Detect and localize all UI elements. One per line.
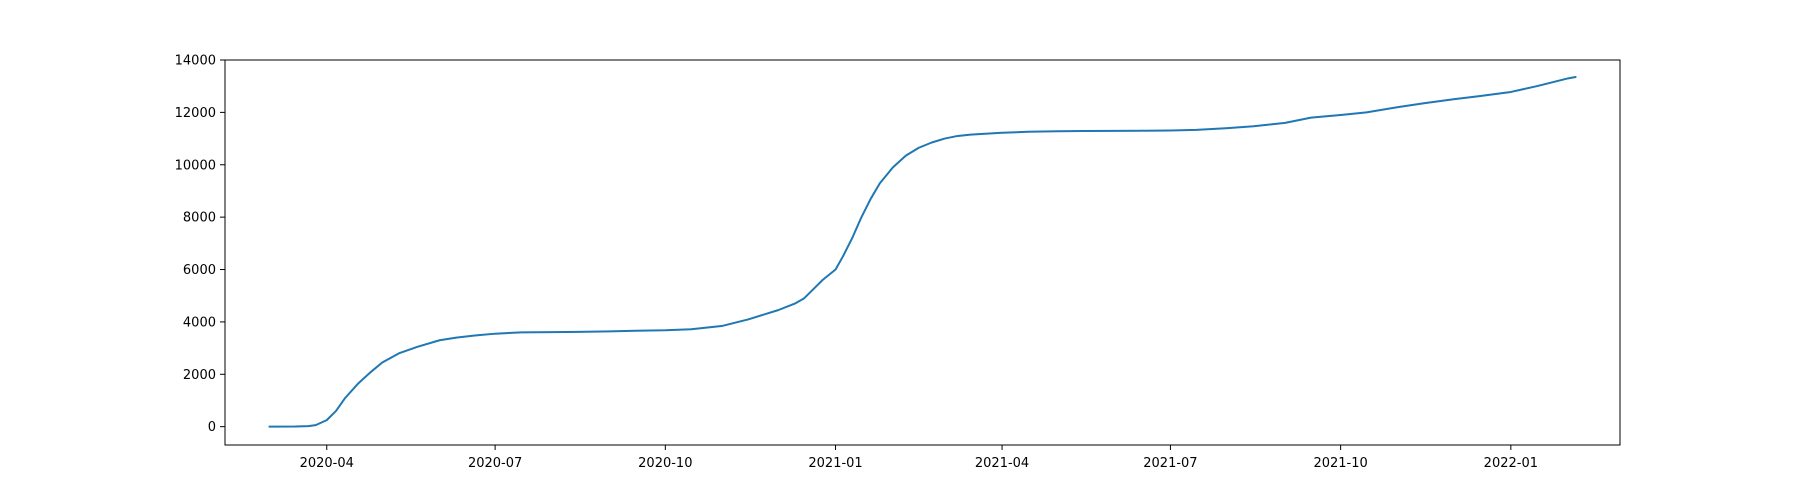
x-tick-label: 2020-10 (638, 456, 692, 471)
x-tick-label: 2020-07 (468, 456, 522, 471)
plot-content (268, 76, 1577, 428)
y-tick-label: 12000 (175, 106, 216, 121)
x-tick-label: 2021-10 (1313, 456, 1367, 471)
y-axis: 0 2000 4000 6000 8000 10000 12000 14000 (175, 54, 225, 435)
plot-frame (224, 59, 1621, 446)
series-line-1 (268, 76, 1577, 428)
y-tick-label: 8000 (183, 211, 216, 226)
y-tick-label: 2000 (183, 368, 216, 383)
y-tick-label: 10000 (175, 158, 216, 173)
x-tick-label: 2021-04 (975, 456, 1029, 471)
x-tick-label: 2022-01 (1484, 456, 1538, 471)
x-tick-label: 2020-04 (300, 456, 354, 471)
x-tick-label: 2021-07 (1143, 456, 1197, 471)
y-tick-label: 14000 (175, 54, 216, 69)
x-axis: 2020-04 2020-07 2020-10 2021-01 2021-04 2021-… (300, 445, 1538, 471)
y-tick-label: 6000 (183, 263, 216, 278)
y-tick-label: 4000 (183, 315, 216, 330)
y-tick-label: 0 (208, 420, 216, 435)
x-tick-label: 2021-01 (808, 456, 862, 471)
